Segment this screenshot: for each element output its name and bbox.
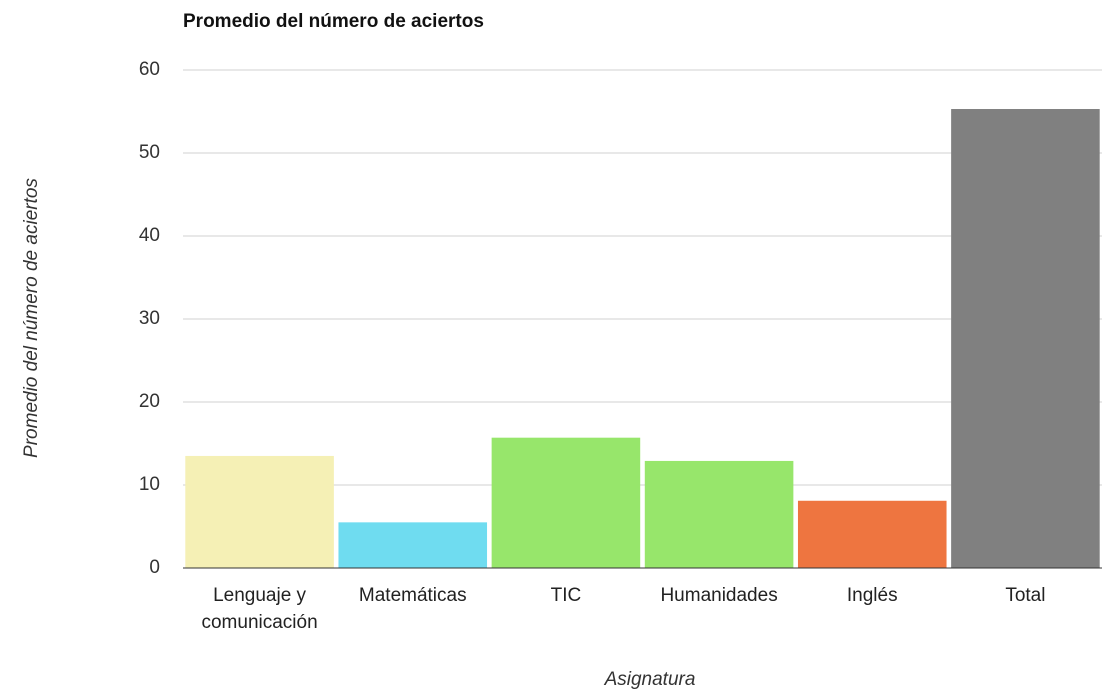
y-tick-label: 30: [139, 308, 160, 329]
bar: [491, 437, 641, 568]
y-axis-label: Promedio del número de aciertos: [21, 178, 42, 458]
x-tick-label: Humanidades: [660, 585, 778, 606]
x-tick-label: TIC: [550, 585, 582, 606]
bar: [338, 522, 488, 568]
y-tick-label: 50: [139, 142, 160, 163]
x-axis-label: Asignatura: [604, 669, 696, 690]
bar: [951, 109, 1100, 568]
y-tick-label: 20: [139, 391, 160, 412]
y-tick-label: 10: [139, 474, 160, 495]
y-tick-label: 40: [139, 225, 160, 246]
bar: [644, 460, 794, 568]
chart-title: Promedio del número de aciertos: [183, 11, 484, 32]
bar: [797, 500, 947, 568]
bar: [185, 455, 334, 568]
x-tick-label: Matemáticas: [358, 585, 467, 606]
y-tick-label: 60: [139, 59, 160, 80]
y-tick-label: 0: [149, 557, 160, 578]
x-tick-label: Total: [1005, 585, 1046, 606]
x-tick-label: Inglés: [846, 585, 898, 606]
x-tick-label: Lenguaje y comunicación: [201, 585, 318, 633]
